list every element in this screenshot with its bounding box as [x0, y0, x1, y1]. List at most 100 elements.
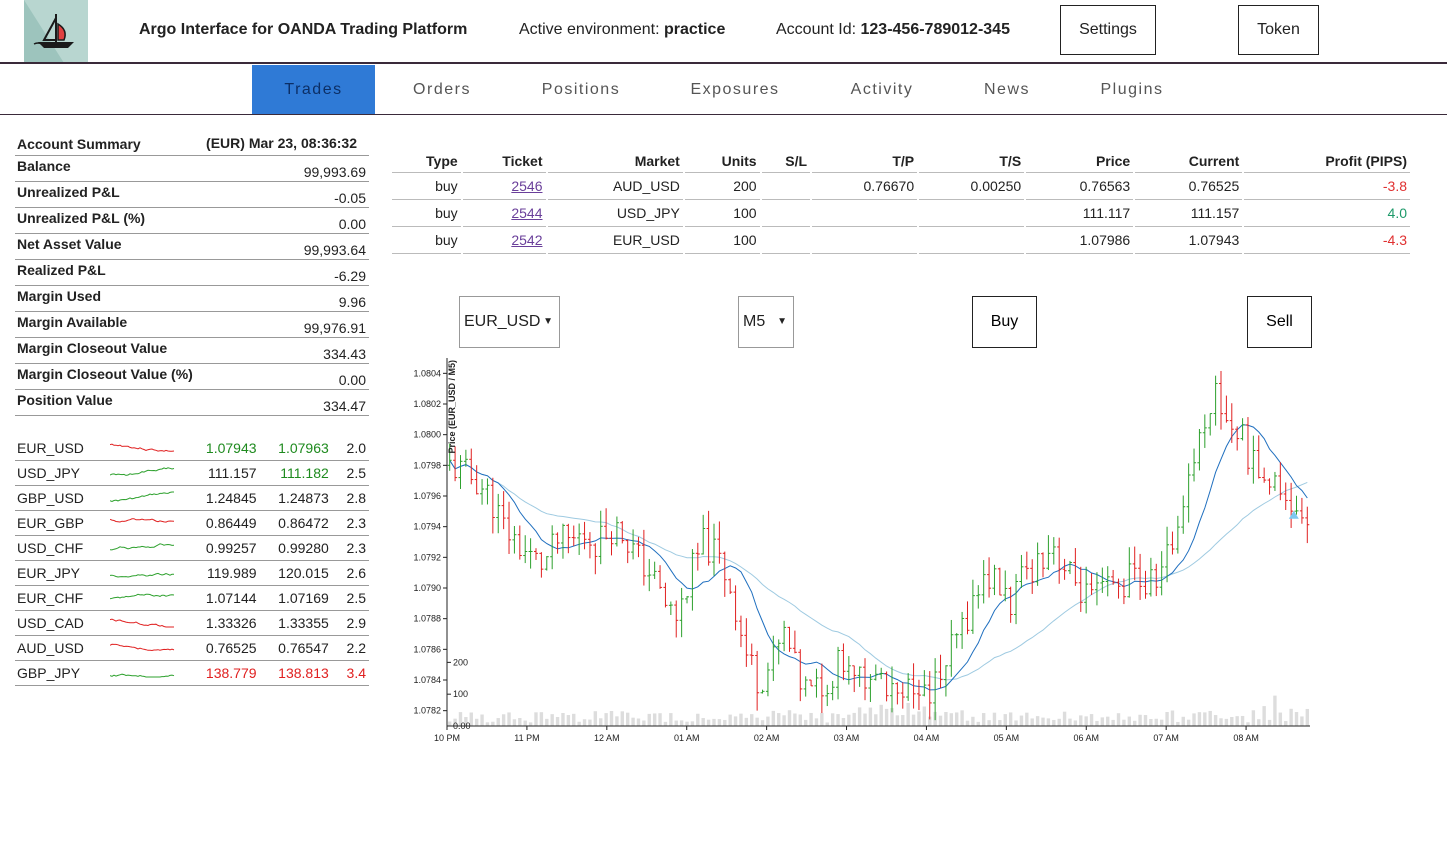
volume-bar — [944, 711, 948, 726]
volume-bar — [1068, 718, 1072, 726]
volume-bar — [1052, 719, 1056, 726]
quote-pair: AUD_USD — [15, 635, 108, 661]
volume-bar — [1089, 714, 1094, 726]
sell-button[interactable]: Sell — [1247, 296, 1312, 348]
quote-row[interactable]: USD_CAD 1.33326 1.33355 2.9 — [15, 610, 369, 636]
instrument-value: EUR_USD — [464, 313, 541, 330]
volume-bar — [620, 711, 624, 726]
x-tick-label: 01 AM — [674, 733, 700, 743]
summary-label: Margin Available — [15, 311, 200, 338]
settings-button[interactable]: Settings — [1060, 5, 1156, 55]
tab-plugins[interactable]: Plugins — [1100, 81, 1164, 98]
quote-pair: EUR_GBP — [15, 510, 108, 536]
volume-bar — [798, 714, 802, 726]
sparkline-line — [109, 443, 174, 452]
volume-bar — [642, 720, 646, 726]
tab-trades[interactable]: Trades — [252, 65, 375, 114]
quote-row[interactable]: USD_JPY 111.157 111.182 2.5 — [15, 460, 369, 486]
volume-bar — [1003, 714, 1007, 726]
tab-positions[interactable]: Positions — [541, 81, 621, 98]
sparkline-svg — [109, 572, 174, 578]
volume-bar — [588, 719, 592, 726]
quote-bid: 138.779 — [184, 660, 259, 686]
trade-ticket[interactable]: 2542 — [462, 227, 546, 254]
x-tick-label: 03 AM — [834, 733, 860, 743]
quote-ask: 1.24873 — [258, 485, 331, 511]
y-tick-label: 1.0782 — [413, 706, 441, 716]
volume-bar — [1079, 715, 1083, 726]
volume-bar — [836, 714, 840, 726]
trade-ticket[interactable]: 2544 — [462, 200, 546, 227]
y-tick-label: 1.0800 — [413, 430, 441, 440]
ticket-link[interactable]: 2544 — [511, 205, 543, 221]
volume-bar — [760, 720, 765, 726]
summary-row: Balance 99,993.69 — [15, 155, 369, 182]
summary-value: 334.47 — [199, 389, 369, 416]
tab-news[interactable]: News — [983, 81, 1030, 98]
ticket-link[interactable]: 2546 — [511, 178, 543, 194]
quote-row[interactable]: USD_CHF 0.99257 0.99280 2.3 — [15, 535, 369, 561]
volume-bar — [609, 710, 614, 726]
volume-tick-label: 100 — [453, 689, 468, 699]
col-price: Price — [1026, 150, 1134, 173]
account-label: Account Id: — [776, 21, 857, 38]
quote-row[interactable]: EUR_JPY 119.989 120.015 2.6 — [15, 560, 369, 586]
trade-units: 100 — [684, 227, 760, 254]
volume-bar — [744, 717, 749, 726]
col-current: Current — [1135, 150, 1243, 173]
volume-bar — [523, 720, 527, 726]
x-tick-label: 05 AM — [994, 733, 1020, 743]
summary-value: 99,993.64 — [199, 233, 369, 260]
quote-bid: 0.76525 — [184, 635, 259, 661]
quote-row[interactable]: EUR_USD 1.07943 1.07963 2.0 — [15, 436, 369, 461]
quote-row[interactable]: GBP_USD 1.24845 1.24873 2.8 — [15, 485, 369, 511]
trade-row: buy 2542 EUR_USD 100 1.07986 1.07943 -4.3 — [392, 227, 1410, 254]
trade-row: buy 2546 AUD_USD 200 0.76670 0.00250 0.76563 0.… — [392, 173, 1410, 200]
sparkline-svg — [109, 466, 174, 476]
volume-bar — [841, 718, 846, 726]
volume-bar — [884, 708, 889, 726]
trade-ticket[interactable]: 2546 — [462, 173, 546, 200]
quote-ask: 1.07169 — [258, 585, 331, 611]
env-label: Active environment: — [519, 21, 660, 38]
volume-bar — [1057, 718, 1061, 726]
quote-bid: 0.99257 — [184, 535, 259, 561]
trade-profit: -4.3 — [1244, 227, 1410, 254]
quote-row[interactable]: AUD_USD 0.76525 0.76547 2.2 — [15, 635, 369, 661]
volume-bar — [491, 721, 495, 726]
instrument-select[interactable]: EUR_USD ▼ — [459, 296, 560, 348]
quote-row[interactable]: EUR_GBP 0.86449 0.86472 2.3 — [15, 510, 369, 536]
ticket-link[interactable]: 2542 — [511, 232, 543, 248]
tab-exposures[interactable]: Exposures — [690, 81, 780, 98]
price-chart[interactable]: 1.0782 1.0784 1.0786 1.0788 1.0790 1.0792 1.07… — [395, 350, 1325, 750]
sparkline — [107, 535, 185, 561]
volume-bar — [766, 716, 770, 726]
volume-bar — [857, 707, 862, 726]
volume-bar — [1046, 718, 1051, 726]
quote-row[interactable]: GBP_JPY 138.779 138.813 3.4 — [15, 660, 369, 686]
tab-activity[interactable]: Activity — [850, 81, 914, 98]
volume-bar — [976, 721, 980, 726]
quote-row[interactable]: EUR_CHF 1.07144 1.07169 2.5 — [15, 585, 369, 611]
volume-bar — [652, 713, 657, 726]
volume-bar — [992, 712, 997, 726]
volume-bar — [793, 713, 797, 726]
volume-bar — [917, 711, 921, 726]
volume-bar — [987, 720, 991, 726]
summary-label: Net Asset Value — [15, 233, 200, 260]
volume-bar — [868, 707, 873, 726]
volume-bar — [1294, 712, 1299, 726]
volume-bar — [847, 714, 851, 726]
buy-button[interactable]: Buy — [972, 296, 1037, 348]
volume-bar — [458, 712, 463, 726]
sparkline — [107, 510, 185, 536]
granularity-select[interactable]: M5 ▼ — [738, 296, 794, 348]
tab-orders[interactable]: Orders — [413, 81, 471, 98]
nav-divider — [0, 114, 1447, 115]
summary-row: Margin Closeout Value 334.43 — [15, 337, 369, 364]
volume-bar — [1159, 719, 1164, 726]
token-button[interactable]: Token — [1238, 5, 1319, 55]
volume-bar — [971, 716, 975, 726]
volume-bar — [604, 713, 608, 726]
granularity-value: M5 — [743, 313, 766, 330]
